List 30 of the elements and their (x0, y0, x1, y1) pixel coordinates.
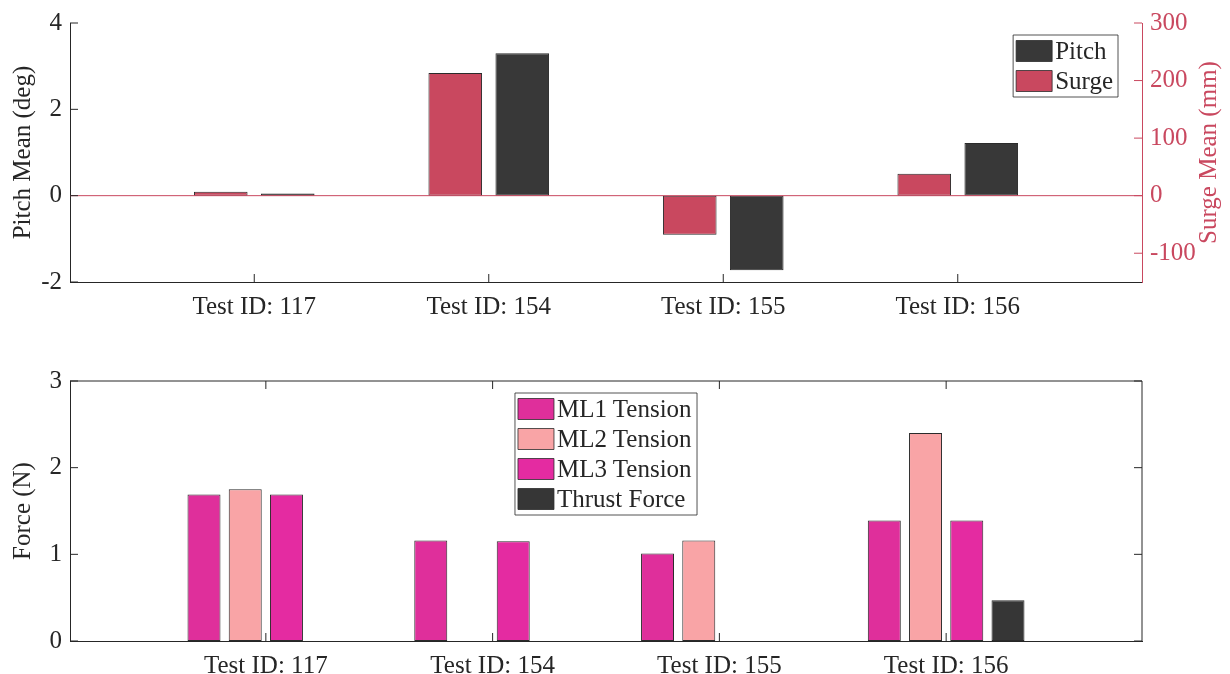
y2-tick-label: 300 (1150, 7, 1188, 35)
y-tick-label: 2 (49, 452, 62, 480)
y-tick-label: 0 (49, 625, 62, 653)
legend-label: ML1 Tension (556, 394, 693, 422)
legend-label: Thrust Force (556, 484, 686, 512)
y2-tick-label: 0 (1150, 180, 1163, 208)
x-tick-label: Test ID: 156 (883, 650, 1009, 674)
y2-tick-label: 100 (1150, 122, 1188, 150)
x-tick-label: Test ID: 117 (203, 650, 328, 674)
y-tick-label: 0 (49, 180, 62, 208)
legend-label: ML3 Tension (556, 454, 693, 482)
x-tick-label: Test ID: 155 (657, 650, 782, 674)
y2-tick-label: 200 (1150, 65, 1188, 93)
x-tick-label: Test ID: 155 (660, 291, 786, 319)
y-tick-label: 3 (49, 365, 62, 393)
x-tick-label: Test ID: 154 (426, 291, 552, 319)
x-tick-label: Test ID: 156 (895, 291, 1021, 319)
y2-axis-title: Surge Mean (mm) (1193, 61, 1222, 244)
y-tick-label: -2 (41, 266, 62, 294)
y-axis-title: Force (N) (7, 462, 36, 560)
legend-label: ML2 Tension (556, 424, 693, 452)
x-tick-label: Test ID: 154 (430, 650, 556, 674)
legend-label: Surge (1055, 66, 1113, 94)
y2-tick-label: -100 (1150, 237, 1196, 265)
x-tick-label: Test ID: 117 (192, 291, 317, 319)
y-tick-label: 2 (49, 93, 62, 121)
y-tick-label: 1 (49, 538, 62, 566)
y-tick-label: 4 (49, 7, 63, 35)
y-axis-title: Pitch Mean (deg) (7, 65, 36, 240)
legend-label: Pitch (1055, 36, 1108, 64)
